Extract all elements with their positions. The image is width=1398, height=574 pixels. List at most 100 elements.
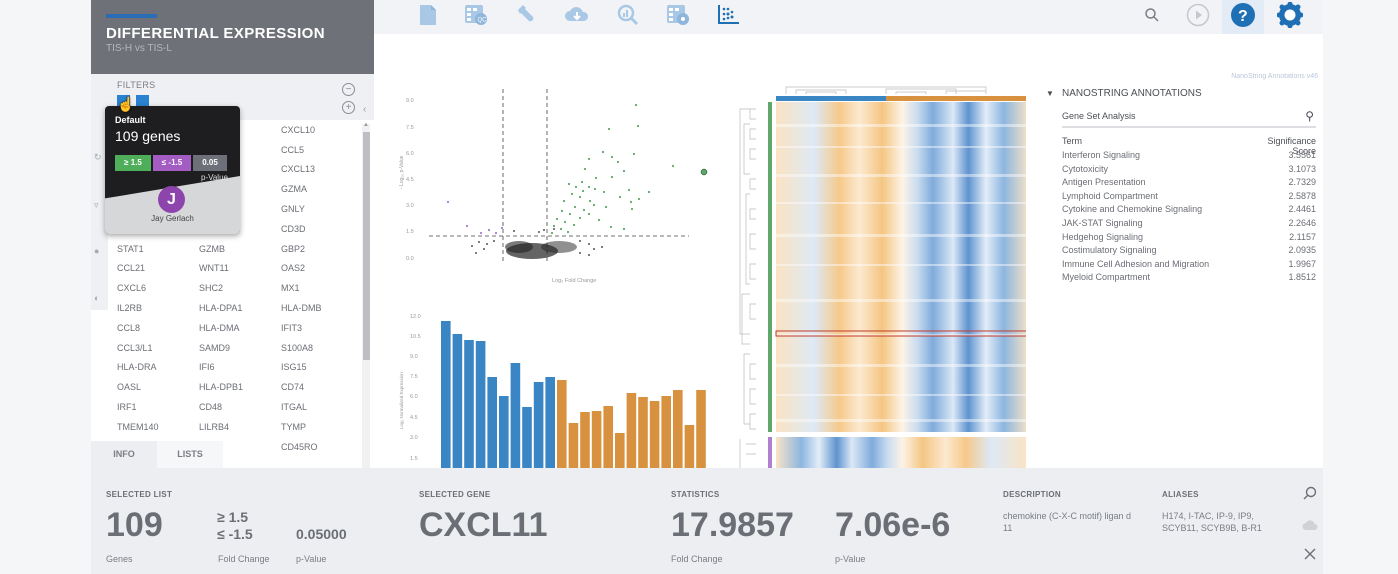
- page-subtitle: TIS-H vs TIS-L: [106, 43, 172, 54]
- gene-cell[interactable]: STAT1: [117, 243, 144, 254]
- collapse-panel-chevron-icon[interactable]: ‹: [363, 104, 367, 115]
- gene-cell[interactable]: CCL8: [117, 322, 141, 333]
- gene-cell[interactable]: WNT11: [199, 263, 229, 274]
- gene-cell[interactable]: CCL21: [117, 263, 146, 274]
- list-item[interactable]: Hedgehog Signaling 2.1157: [1062, 232, 1316, 246]
- scatter-plot-icon[interactable]: [716, 3, 742, 27]
- contrast-icon[interactable]: ◐: [94, 293, 100, 303]
- list-item[interactable]: Interferon Signaling 3.5561: [1062, 150, 1316, 164]
- table-settings-icon[interactable]: [665, 3, 691, 27]
- term-score: 2.5878: [1288, 190, 1316, 201]
- gene-cell[interactable]: TMEM140: [117, 421, 159, 432]
- filter-chip-2[interactable]: [136, 95, 149, 108]
- svg-text:3.0: 3.0: [406, 203, 414, 209]
- term-label: Lymphoid Compartment: [1062, 190, 1158, 201]
- gene-cell[interactable]: CD3D: [281, 223, 306, 234]
- gene-cell[interactable]: CXCL13: [281, 164, 316, 175]
- tooltip-gene-count: 109 genes: [115, 128, 181, 144]
- gene-cell[interactable]: CD45RO: [281, 441, 318, 452]
- gene-row: CXCL10: [108, 120, 361, 140]
- gene-cell[interactable]: CD48: [199, 402, 223, 413]
- score-header-line1: Significance: [1267, 136, 1316, 146]
- description-label: DESCRIPTION: [1003, 490, 1061, 499]
- close-icon[interactable]: [1304, 547, 1316, 565]
- selected-list-count: 109: [106, 506, 163, 544]
- score-column-header[interactable]: Significance Score: [1267, 136, 1316, 156]
- test-tube-icon[interactable]: [513, 3, 539, 27]
- gene-cell[interactable]: IFIT3: [281, 322, 303, 333]
- volcano-plot[interactable]: - Log₁₀ p-Value 9.0 7.5 6.0 4.5 3.0 1.5 …: [394, 89, 714, 289]
- gene-cell[interactable]: TYMP: [281, 421, 307, 432]
- settings-gear-icon[interactable]: [1277, 2, 1303, 28]
- analysis-search-icon[interactable]: [615, 3, 641, 27]
- gene-cell[interactable]: GZMA: [281, 184, 307, 195]
- gene-cell[interactable]: IL2RB: [117, 303, 143, 314]
- term-label: Interferon Signaling: [1062, 150, 1141, 160]
- cloud-upload-icon[interactable]: [1302, 518, 1318, 536]
- table-qc-icon[interactable]: QC: [463, 3, 489, 27]
- heatmap-svg: [739, 86, 1026, 468]
- gene-cell[interactable]: MX1: [281, 283, 300, 294]
- gene-cell[interactable]: HLA-DPB1: [199, 382, 244, 393]
- list-item[interactable]: Cytokine and Chemokine Signaling 2.4461: [1062, 204, 1316, 218]
- gene-cell[interactable]: ISG15: [281, 362, 307, 373]
- gene-cell[interactable]: CXCL6: [117, 283, 147, 294]
- gene-cell[interactable]: OASL: [117, 382, 142, 393]
- gene-list-scroll-thumb[interactable]: [363, 132, 370, 360]
- gene-cell[interactable]: CD74: [281, 382, 305, 393]
- clustered-heatmap[interactable]: [736, 84, 1026, 468]
- scroll-up-arrow-icon[interactable]: ▲: [363, 122, 369, 128]
- gene-set-list: Interferon Signaling 3.5561 Cytotoxicity 3…: [1062, 150, 1316, 286]
- fold-down-badge: ≤ -1.5: [153, 155, 191, 171]
- document-icon[interactable]: [415, 3, 441, 27]
- gene-cell[interactable]: HLA-DPA1: [199, 303, 243, 314]
- collapse-caret-icon[interactable]: ▼: [1046, 89, 1054, 98]
- gene-cell[interactable]: ITGAL: [281, 402, 308, 413]
- list-item[interactable]: Myeloid Compartment 1.8512: [1062, 272, 1316, 286]
- gene-row: IL2RB HLA-DPA1 HLA-DMB: [108, 298, 361, 318]
- gene-cell[interactable]: S100A8: [281, 342, 314, 353]
- tab-lists[interactable]: LISTS: [157, 441, 223, 468]
- help-icon[interactable]: ?: [1230, 3, 1256, 27]
- list-item[interactable]: JAK-STAT Signaling 2.2646: [1062, 218, 1316, 232]
- add-filter-button[interactable]: +: [342, 101, 355, 114]
- gene-cell[interactable]: LILRB4: [199, 421, 230, 432]
- filter-icon[interactable]: ▿: [94, 200, 99, 210]
- list-item[interactable]: Antigen Presentation 2.7329: [1062, 177, 1316, 191]
- annotations-title[interactable]: NANOSTRING ANNOTATIONS: [1062, 88, 1202, 99]
- title-accent-bar: [106, 14, 157, 18]
- gene-cell[interactable]: HLA-DMA: [199, 322, 240, 333]
- gene-cell[interactable]: GBP2: [281, 243, 306, 254]
- refresh-icon[interactable]: ↻: [94, 152, 102, 162]
- play-icon[interactable]: [1185, 3, 1211, 27]
- gene-cell[interactable]: OAS2: [281, 263, 306, 274]
- gene-cell[interactable]: SHC2: [199, 283, 224, 294]
- collapse-filters-button[interactable]: −: [342, 83, 355, 96]
- cloud-download-icon[interactable]: [564, 3, 590, 27]
- comment-icon[interactable]: ●: [94, 246, 100, 256]
- list-item[interactable]: Lymphoid Compartment 2.5878: [1062, 191, 1316, 205]
- gene-cell[interactable]: HLA-DRA: [117, 362, 157, 373]
- list-item[interactable]: Costimulatory Signaling 2.0935: [1062, 245, 1316, 259]
- gene-cell[interactable]: GNLY: [281, 204, 305, 215]
- gene-cell[interactable]: GZMB: [199, 243, 225, 254]
- gene-cell[interactable]: IRF1: [117, 402, 137, 413]
- gene-cell[interactable]: CCL3/L1: [117, 342, 153, 353]
- aliases-text: H174, I-TAC, IP-9, IP9, SCYB11, SCYB9B, …: [1162, 511, 1262, 533]
- term-score: 2.2646: [1288, 217, 1316, 228]
- tab-info[interactable]: INFO: [91, 441, 157, 468]
- list-item[interactable]: Cytotoxicity 3.1073: [1062, 164, 1316, 178]
- filter-chip-default[interactable]: [117, 95, 130, 108]
- term-column-header[interactable]: Term: [1062, 136, 1082, 146]
- search-icon[interactable]: [1139, 3, 1165, 27]
- gene-cell[interactable]: CXCL10: [281, 124, 316, 135]
- search-icon[interactable]: ⚲: [1305, 109, 1314, 123]
- expression-bar-chart[interactable]: Log₂ Normalized Expression 12.0 10.5 9.0…: [394, 309, 714, 469]
- search-icon[interactable]: [1303, 486, 1317, 505]
- gene-cell[interactable]: HLA-DMB: [281, 303, 322, 314]
- gene-cell[interactable]: CCL5: [281, 144, 305, 155]
- list-item[interactable]: Immune Cell Adhesion and Migration 1.9967: [1062, 259, 1316, 273]
- gene-cell[interactable]: SAMD9: [199, 342, 231, 353]
- hand-cursor-icon: ☝: [117, 96, 135, 112]
- gene-cell[interactable]: IFI6: [199, 362, 215, 373]
